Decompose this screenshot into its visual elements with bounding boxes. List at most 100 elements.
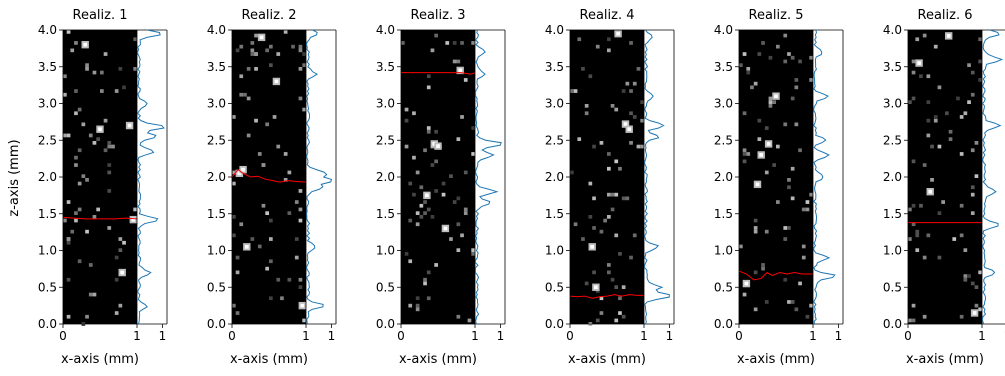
pixel-cell	[757, 118, 762, 123]
pixel-cell	[599, 311, 604, 315]
pixel-cell	[595, 318, 600, 323]
pixel-cell	[434, 129, 438, 134]
profile-curve	[474, 29, 502, 325]
y-tick-label: 0.5	[883, 280, 902, 294]
y-tick-label: 2.5	[714, 133, 733, 147]
pixel-cell	[963, 277, 968, 282]
profile-curve	[643, 29, 670, 325]
pixel-cell	[618, 166, 622, 171]
pixel-cell	[294, 200, 299, 204]
pixel-cell	[764, 300, 769, 304]
y-tick-label: 1.0	[38, 244, 57, 258]
pixel-cell	[739, 244, 743, 249]
pixel-cell	[629, 41, 633, 45]
image-background	[739, 30, 813, 324]
pixel-cell	[96, 207, 100, 212]
pixel-cell	[974, 174, 979, 178]
profile-curve	[982, 29, 1004, 325]
x-axis-label: x-axis (mm)	[737, 352, 815, 367]
pixel-cell	[114, 277, 119, 282]
pixel-cell	[787, 226, 791, 230]
pixel-cell	[235, 48, 240, 53]
panel-title: Realiz. 4	[580, 8, 635, 23]
bright-spot-core	[241, 167, 245, 172]
bright-spot-core	[766, 142, 771, 146]
pixel-cell	[798, 281, 802, 286]
pixel-cell	[107, 144, 112, 149]
pixel-cell	[753, 226, 758, 230]
pixel-cell	[783, 277, 788, 282]
pixel-cell	[415, 307, 420, 312]
pixel-cell	[919, 74, 923, 79]
pixel-cell	[614, 107, 619, 112]
y-tick-label: 3.0	[545, 97, 564, 111]
pixel-cell	[283, 152, 288, 156]
crack-path	[738, 270, 813, 281]
pixel-cell	[783, 237, 788, 241]
pixel-cell	[111, 144, 115, 149]
pixel-cell	[122, 240, 126, 245]
x-tick-label: 0	[228, 329, 236, 343]
profile-x-tick-label: 1	[497, 329, 505, 343]
y-tick-label: 1.5	[207, 207, 226, 221]
pixel-cell	[287, 277, 292, 282]
pixel-cell	[911, 222, 916, 227]
pixel-cell	[66, 200, 71, 204]
pixel-cell	[967, 63, 971, 67]
pixel-cell	[614, 192, 619, 197]
pixel-cell	[133, 207, 137, 212]
pixel-cell	[595, 44, 600, 49]
pixel-cell	[614, 159, 619, 164]
pixel-cell	[764, 170, 769, 175]
pixel-cell	[911, 203, 916, 208]
pixel-cell	[460, 233, 464, 238]
pixel-cell	[254, 118, 258, 123]
profile-curve	[306, 29, 333, 325]
pixel-cell	[467, 318, 472, 323]
pixel-cell	[915, 248, 920, 252]
x-axis-label: x-axis (mm)	[230, 352, 308, 367]
y-tick-label: 3.5	[207, 60, 226, 74]
bright-spot-core	[627, 127, 632, 132]
pixel-cell	[794, 78, 799, 82]
pixel-cell	[599, 229, 604, 234]
panel-title: Realiz. 3	[411, 8, 466, 23]
pixel-cell	[911, 59, 916, 64]
x-tick-label: 0	[397, 329, 405, 343]
y-tick-label: 1.0	[207, 244, 226, 258]
pixel-cell	[235, 270, 240, 275]
pixel-cell	[456, 314, 461, 319]
pixel-cell	[607, 37, 611, 42]
pixel-cell	[250, 52, 255, 56]
pixel-cell	[232, 115, 236, 119]
pixel-cell	[269, 218, 273, 223]
pixel-cell	[607, 263, 611, 267]
pixel-cell	[919, 203, 923, 208]
bright-spot-core	[759, 153, 764, 157]
pixel-cell	[948, 129, 953, 134]
pixel-cell	[577, 37, 582, 42]
bright-spot-core	[131, 217, 136, 222]
pixel-cell	[790, 196, 795, 201]
pixel-cell	[298, 189, 303, 193]
pixel-cell	[96, 137, 100, 141]
pixel-cell	[246, 67, 251, 71]
pixel-cell	[911, 70, 916, 75]
pixel-cell	[415, 170, 420, 175]
pixel-cell	[261, 163, 266, 167]
pixel-cell	[408, 181, 413, 186]
pixel-cell	[970, 281, 975, 286]
x-axis-label: x-axis (mm)	[568, 352, 646, 367]
pixel-cell	[412, 155, 416, 160]
crack-path	[401, 72, 476, 75]
y-tick-label: 3.0	[714, 97, 733, 111]
panel-title: Realiz. 5	[749, 8, 804, 23]
pixel-cell	[269, 44, 273, 49]
pixel-cell	[801, 244, 806, 249]
pixel-cell	[772, 100, 776, 104]
y-tick-label: 3.0	[883, 97, 902, 111]
pixel-cell	[967, 100, 971, 104]
pixel-cell	[265, 48, 269, 53]
pixel-cell	[100, 89, 104, 93]
pixel-cell	[423, 148, 427, 153]
